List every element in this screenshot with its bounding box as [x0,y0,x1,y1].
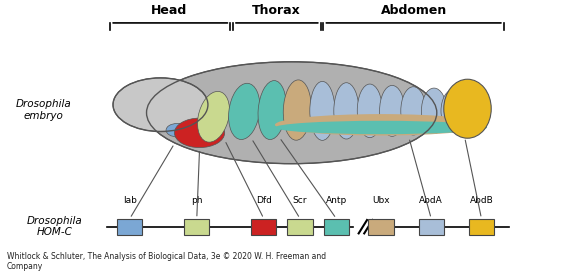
Ellipse shape [275,121,487,134]
Text: Scr: Scr [293,196,307,205]
FancyBboxPatch shape [287,219,312,235]
Ellipse shape [310,81,335,140]
Text: Head: Head [151,4,187,17]
Text: AbdA: AbdA [419,196,443,205]
Ellipse shape [228,83,260,139]
Text: Antp: Antp [326,196,347,205]
Ellipse shape [197,91,229,142]
Ellipse shape [357,84,383,138]
FancyBboxPatch shape [469,219,494,235]
FancyBboxPatch shape [184,219,209,235]
FancyBboxPatch shape [117,219,142,235]
Text: Drosophila
HOM-C: Drosophila HOM-C [26,216,82,238]
Ellipse shape [166,123,188,137]
Text: lab: lab [123,196,137,205]
Text: Whitlock & Schluter, The Analysis of Biological Data, 3e © 2020 W. H. Freeman an: Whitlock & Schluter, The Analysis of Bio… [7,252,326,271]
FancyBboxPatch shape [251,219,277,235]
Text: Abdomen: Abdomen [381,4,448,17]
Text: Drosophila
embryo: Drosophila embryo [15,99,71,121]
Text: Dfd: Dfd [256,196,272,205]
Ellipse shape [283,80,311,140]
Ellipse shape [441,89,466,132]
Ellipse shape [444,79,491,138]
FancyBboxPatch shape [369,219,393,235]
FancyBboxPatch shape [324,219,349,235]
Ellipse shape [334,83,359,139]
Ellipse shape [113,78,208,131]
Ellipse shape [146,62,437,164]
FancyBboxPatch shape [419,219,444,235]
Ellipse shape [174,118,224,148]
Text: ph: ph [191,196,203,205]
Ellipse shape [258,81,286,139]
Ellipse shape [401,87,426,135]
Text: Thorax: Thorax [252,4,301,17]
Ellipse shape [275,114,487,136]
Ellipse shape [421,88,447,134]
Text: AbdB: AbdB [470,196,493,205]
Text: Ubx: Ubx [372,196,390,205]
Ellipse shape [380,86,404,136]
